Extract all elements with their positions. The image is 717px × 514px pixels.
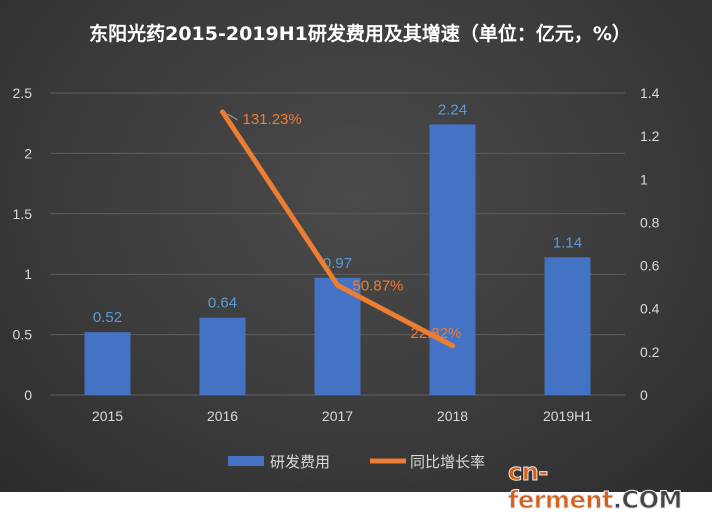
right-axis-tick: 1.2 [640, 128, 660, 144]
right-axis-tick: 0.4 [640, 301, 660, 317]
line-label: 22.82% [411, 325, 462, 342]
right-axis-tick: 0.6 [640, 258, 660, 274]
right-axis-tick: 0 [640, 387, 648, 403]
legend-bar-swatch [228, 456, 264, 466]
bar-label: 2.24 [438, 101, 467, 118]
x-axis-tick: 2019H1 [543, 408, 592, 424]
bar-2018 [430, 124, 476, 395]
bar-label: 0.52 [93, 309, 122, 326]
bar-2016 [200, 318, 246, 395]
bar-2015 [85, 332, 131, 395]
bar-label: 1.14 [553, 234, 582, 251]
watermark-logo: cn-ferment.COM [508, 458, 712, 514]
left-axis-tick: 1 [24, 266, 32, 282]
chart-svg: 0 0.5 1 1.5 2 2.5 0 0.2 0.4 0.6 0.8 1 1.2 1.4 2015 2016… [0, 0, 717, 498]
right-axis-tick: 0.8 [640, 214, 660, 230]
left-axis-tick: 0.5 [13, 327, 33, 343]
bar-label: 0.64 [208, 295, 237, 312]
x-axis-tick: 2018 [437, 408, 468, 424]
line-label: 50.87% [353, 277, 404, 294]
left-axis-tick: 2 [24, 145, 32, 161]
right-axis-tick: 1.4 [640, 85, 660, 101]
legend-bar-label: 研发费用 [270, 453, 330, 471]
x-axis-tick: 2015 [92, 408, 123, 424]
left-axis-tick: 0 [24, 387, 32, 403]
x-axis-tick: 2017 [322, 408, 353, 424]
watermark-text: cn-ferment [508, 458, 613, 514]
left-axis-tick: 2.5 [13, 85, 33, 101]
right-axis-tick: 0.2 [640, 344, 660, 360]
legend-line-label: 同比增长率 [410, 453, 485, 471]
right-axis-tick: 1 [640, 171, 648, 187]
watermark-suffix: .COM [613, 486, 682, 514]
left-axis-tick: 1.5 [13, 206, 33, 222]
line-label: 131.23% [243, 111, 302, 128]
bar-2019H1 [545, 257, 591, 395]
x-axis-tick: 2016 [207, 408, 238, 424]
